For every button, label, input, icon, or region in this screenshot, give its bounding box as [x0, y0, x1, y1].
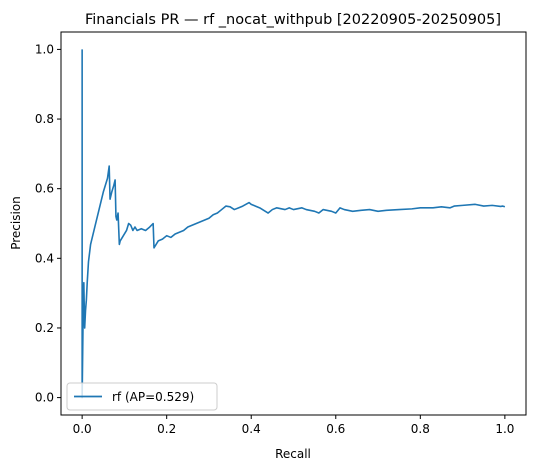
x-tick-label: 0.4 — [242, 422, 261, 436]
legend-entry-label: rf (AP=0.529) — [112, 390, 194, 404]
x-axis-label: Recall — [275, 447, 311, 461]
legend: rf (AP=0.529) — [67, 383, 217, 410]
x-tick-label: 1.0 — [495, 422, 514, 436]
x-tick-label: 0.2 — [157, 422, 176, 436]
y-tick-label: 0.0 — [35, 391, 54, 405]
y-tick-label: 0.4 — [35, 251, 54, 265]
x-tick-label: 0.0 — [73, 422, 92, 436]
y-tick-label: 0.2 — [35, 321, 54, 335]
chart-title: Financials PR — rf _nocat_withpub [20220… — [85, 12, 501, 28]
x-tick-label: 0.8 — [411, 422, 430, 436]
y-tick-label: 0.8 — [35, 112, 54, 126]
y-tick-label: 0.6 — [35, 182, 54, 196]
y-tick-label: 1.0 — [35, 42, 54, 56]
y-axis-label: Precision — [9, 196, 23, 250]
x-tick-label: 0.6 — [326, 422, 345, 436]
